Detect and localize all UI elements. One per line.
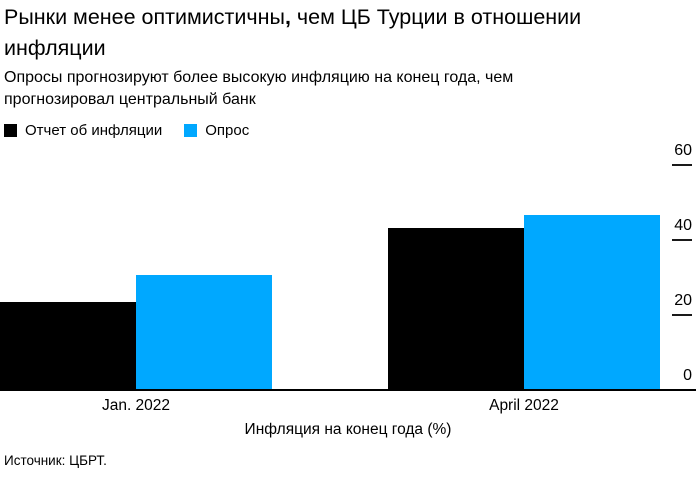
x-axis-label-april-2022: April 2022 bbox=[489, 397, 559, 414]
y-axis-tick-label: 40 bbox=[674, 217, 692, 234]
bar-survey-april-2022 bbox=[524, 215, 660, 389]
chart-title-part1: Рынки менее оптимистичны bbox=[4, 5, 285, 29]
y-axis-tick-label: 20 bbox=[674, 292, 692, 309]
x-axis-labels: Jan. 2022 April 2022 bbox=[0, 397, 696, 415]
bar-survey-jan-2022 bbox=[136, 275, 272, 389]
source-note: Источник: ЦБРТ. bbox=[4, 453, 107, 468]
y-axis-tick-label: 60 bbox=[674, 142, 692, 159]
y-axis-tick-label: 0 bbox=[683, 367, 692, 384]
y-axis-tick-mark bbox=[672, 164, 692, 166]
y-axis-tick-mark bbox=[672, 314, 692, 316]
legend-label-survey: Опрос bbox=[205, 122, 250, 139]
bar-report-jan-2022 bbox=[0, 302, 136, 389]
legend-item-inflation-report: Отчет об инфляции bbox=[4, 122, 162, 139]
bar-report-april-2022 bbox=[388, 228, 524, 389]
y-axis-tick-0: 0 bbox=[683, 368, 692, 384]
legend-swatch-blue bbox=[184, 124, 198, 137]
x-axis-label-jan-2022: Jan. 2022 bbox=[101, 397, 171, 414]
y-axis-tick-mark bbox=[672, 239, 692, 241]
y-axis-tick-60: 60 bbox=[672, 143, 692, 166]
legend: Отчет об инфляции Опрос bbox=[4, 122, 249, 139]
legend-swatch-black bbox=[4, 124, 17, 137]
chart-title-comma: , bbox=[284, 5, 291, 29]
chart-subtitle: Опросы прогнозируют более высокую инфляц… bbox=[4, 69, 514, 108]
chart-title: Рынки менее оптимистичны, чем ЦБ Турции … bbox=[4, 2, 644, 64]
legend-item-survey: Опрос bbox=[184, 122, 249, 139]
y-axis-tick-40: 40 bbox=[672, 218, 692, 241]
chart-title-part2: чем ЦБ Турции в отношении инфляции bbox=[4, 5, 582, 60]
legend-label-inflation-report: Отчет об инфляции bbox=[25, 122, 163, 139]
y-axis-tick-20: 20 bbox=[672, 293, 692, 316]
bar-chart-plot-area: 0 20 40 60 bbox=[0, 137, 696, 391]
x-axis-title: Инфляция на конец года (%) bbox=[244, 421, 452, 438]
